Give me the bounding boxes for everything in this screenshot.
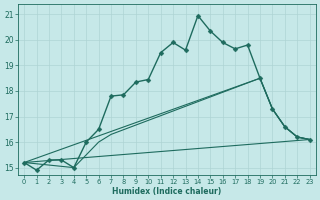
X-axis label: Humidex (Indice chaleur): Humidex (Indice chaleur) — [112, 187, 221, 196]
